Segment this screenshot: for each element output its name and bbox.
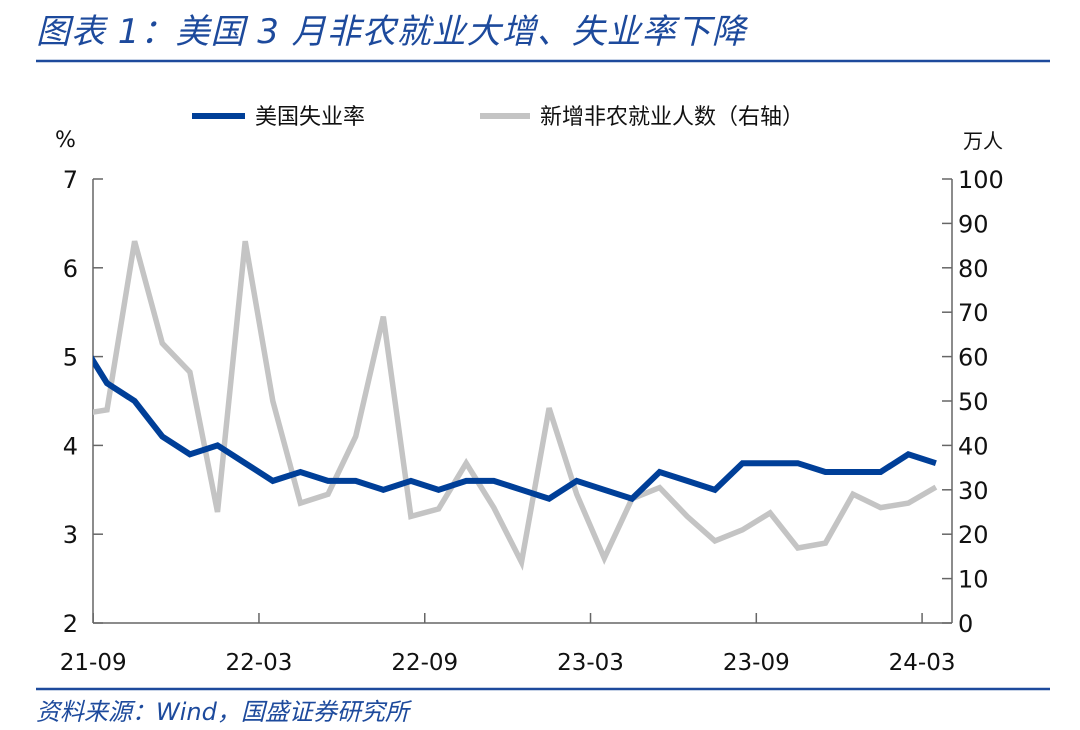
legend: 美国失业率 新增非农就业人数（右轴） [192,105,804,130]
right-tick-label: 50 [958,388,989,416]
chart-source: 资料来源：Wind，国盛证券研究所 [36,698,409,726]
left-tick-label: 2 [63,610,78,638]
right-tick-label: 20 [958,521,989,549]
x-tick-label: 22-09 [391,650,458,676]
legend-label-payrolls: 新增非农就业人数（右轴） [540,105,804,130]
right-tick-label: 100 [958,166,1004,194]
left-tick-label: 7 [63,166,78,194]
right-tick-label: 80 [958,255,989,283]
chart-title: 图表 1：美国 3 月非农就业大增、失业率下降 [36,12,747,52]
x-tick-label: 24-03 [889,650,956,676]
left-tick-label: 6 [63,255,78,283]
x-tick-label: 22-03 [226,650,293,676]
x-tick-label: 23-09 [723,650,790,676]
right-tick-label: 60 [958,344,989,372]
x-tick-label: 21-09 [60,650,127,676]
right-tick-label: 70 [958,299,989,327]
right-tick-label: 30 [958,477,989,505]
right-tick-label: 40 [958,432,989,460]
legend-label-unemployment: 美国失业率 [255,105,365,130]
left-tick-label: 4 [63,432,78,460]
right-axis-unit: 万人 [963,129,1003,153]
left-tick-label: 5 [63,344,78,372]
unemployment-rate-line [93,354,937,503]
nonfarm-payrolls-line [93,240,938,571]
right-tick-label: 10 [958,566,989,594]
left-tick-label: 3 [63,521,78,549]
left-axis-unit: % [55,128,76,153]
x-tick-label: 23-03 [557,650,624,676]
right-tick-label: 90 [958,210,989,238]
right-tick-label: 0 [958,610,973,638]
